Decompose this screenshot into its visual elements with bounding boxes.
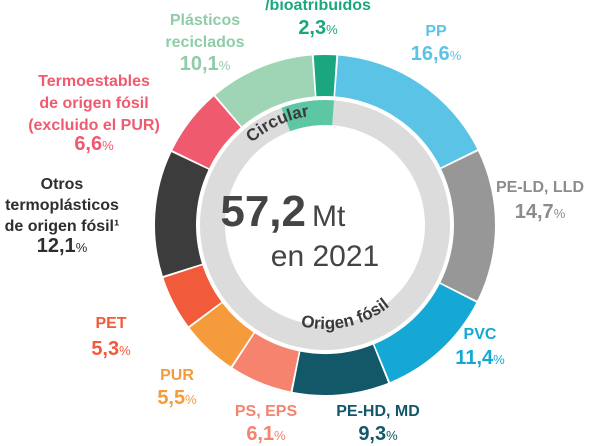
label-name: PE-LD, LLD	[496, 179, 584, 196]
label-value: 10,1%	[180, 53, 231, 75]
label-pe-hd-md: PE-HD, MD 9,3%	[336, 403, 420, 445]
label-pet: PET 5,3%	[91, 315, 131, 360]
slice-pvc	[374, 283, 477, 383]
label-name: PS, EPS	[235, 403, 298, 420]
label-value: 6,6%	[74, 133, 114, 155]
label-value: 14,7%	[515, 201, 566, 223]
label-name: /bioatribuidos	[265, 0, 371, 14]
label-pl-sticos-reciclados: Plásticos reciclados 10,1%	[165, 12, 244, 75]
label-ps-eps: PS, EPS 6,1%	[235, 403, 298, 445]
label-name: Termoestables	[38, 73, 150, 90]
label-name: PP	[425, 23, 447, 40]
label-value: 5,5%	[157, 387, 197, 409]
label-termoestables-de-origen-f-sil-excluido-el-pur: Termoestables de origen fósil (excluido el…	[28, 73, 160, 155]
label-name: termoplásticos	[5, 197, 119, 214]
label-pp: PP 16,6%	[411, 23, 462, 65]
slice-pl-sticos-reciclados	[215, 55, 315, 127]
label-value: 16,6%	[411, 43, 462, 65]
slice-pur	[189, 303, 254, 367]
label-value: 2,3%	[298, 17, 338, 39]
slice-bioatribuidos	[313, 55, 337, 97]
label-value: 9,3%	[358, 423, 398, 445]
center-label: 57,2 Mt en 2021	[220, 187, 379, 273]
label-pe-ld-lld: PE-LD, LLD 14,7%	[496, 179, 584, 223]
slice-pe-hd-md	[292, 344, 389, 395]
label-bioatribuidos: /bioatribuidos 2,3%	[265, 0, 371, 39]
donut-slices	[155, 55, 495, 395]
slice-pe-ld-lld	[440, 151, 495, 301]
label-value: 12,1%	[37, 235, 88, 257]
label-name: reciclados	[165, 34, 244, 51]
label-value: 6,1%	[246, 423, 286, 445]
label-name: PET	[95, 315, 126, 332]
center-unit: Mt	[312, 200, 346, 233]
label-name: PVC	[464, 326, 497, 343]
slice-termoestables-de-origen-f-sil-excluido-el-pur	[172, 96, 241, 169]
inner-ring-circular	[281, 100, 335, 132]
slice-ps-eps	[232, 333, 299, 392]
label-name: PUR	[160, 367, 194, 384]
center-value: 57,2	[220, 187, 306, 236]
label-name: PE-HD, MD	[336, 403, 420, 420]
label-value: 5,3%	[91, 338, 131, 360]
slice-pp	[335, 55, 478, 168]
label-name: (excluido el PUR)	[28, 117, 160, 134]
label-pvc: PVC 11,4%	[455, 326, 505, 369]
slice-labels: /bioatribuidos 2,3% PP 16,6% PE-LD, LLD 14,7%…	[5, 0, 584, 445]
label-name: de origen fósil¹	[5, 218, 120, 235]
label-value: 11,4%	[455, 347, 505, 369]
label-name: de origen fósil	[39, 95, 148, 112]
label-name: Otros	[41, 176, 84, 193]
label-pur: PUR 5,5%	[157, 367, 197, 409]
slice-pet	[163, 265, 222, 327]
label-name: Plásticos	[170, 12, 240, 29]
slice-otros-termopl-sticos-de-origen-f-sil	[155, 152, 209, 277]
center-sub: en 2021	[271, 240, 379, 273]
